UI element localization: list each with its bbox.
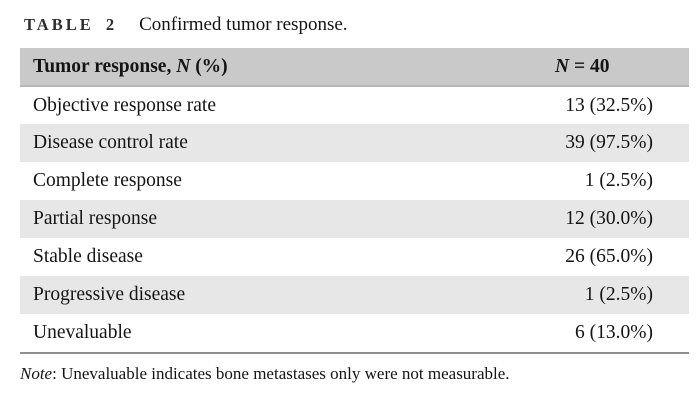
table-row: Stable disease 26 (65.0%) xyxy=(20,238,689,276)
row-label-cell: Partial response xyxy=(33,208,158,229)
header-cell-tumor-response: Tumor response, N (%) xyxy=(33,55,228,77)
table-caption: TABLE 2 Confirmed tumor response. xyxy=(24,13,700,37)
row-value-cell: 13 (32.5%) xyxy=(565,94,653,116)
row-value-cell: 1 (2.5%) xyxy=(584,170,653,191)
table-row: Complete response 1 (2.5%) xyxy=(20,162,689,200)
note-label: Note xyxy=(20,364,53,383)
row-label-cell: Objective response rate xyxy=(33,94,217,116)
row-label-cell: Progressive disease xyxy=(33,284,186,305)
row-value-cell: 26 (65.0%) xyxy=(565,246,653,267)
table-row: Objective response rate 13 (32.5%) xyxy=(20,86,689,124)
row-value-cell: 6 (13.0%) xyxy=(575,322,653,343)
table-note: Note: Unevaluable indicates bone metasta… xyxy=(20,363,700,385)
table-header-row: Tumor response, N (%) N = 40 xyxy=(20,48,689,86)
table-row: Disease control rate 39 (97.5%) xyxy=(20,124,689,162)
row-value-cell: 12 (30.0%) xyxy=(565,208,653,229)
table-row: Progressive disease 1 (2.5%) xyxy=(20,276,689,314)
row-label-cell: Stable disease xyxy=(33,246,143,267)
table-row: Partial response 12 (30.0%) xyxy=(20,200,689,238)
table-title-text: Confirmed tumor response. xyxy=(139,14,348,35)
table-row: Unevaluable 6 (13.0%) xyxy=(20,314,689,352)
row-value-cell: 39 (97.5%) xyxy=(565,132,653,153)
row-value-cell: 1 (2.5%) xyxy=(584,284,653,305)
row-label-cell: Disease control rate xyxy=(33,132,188,153)
row-label-cell: Complete response xyxy=(33,170,182,191)
table-number-label: TABLE 2 xyxy=(24,15,118,34)
note-text: : Unevaluable indicates bone metastases … xyxy=(52,364,510,383)
row-label-cell: Unevaluable xyxy=(33,322,132,343)
table-bottom-rule xyxy=(20,352,689,354)
paper-table-figure: TABLE 2 Confirmed tumor response. Tumor r… xyxy=(0,13,700,385)
header-cell-n-total: N = 40 xyxy=(555,55,610,77)
tumor-response-table: Tumor response, N (%) N = 40 Objective r… xyxy=(20,48,689,352)
